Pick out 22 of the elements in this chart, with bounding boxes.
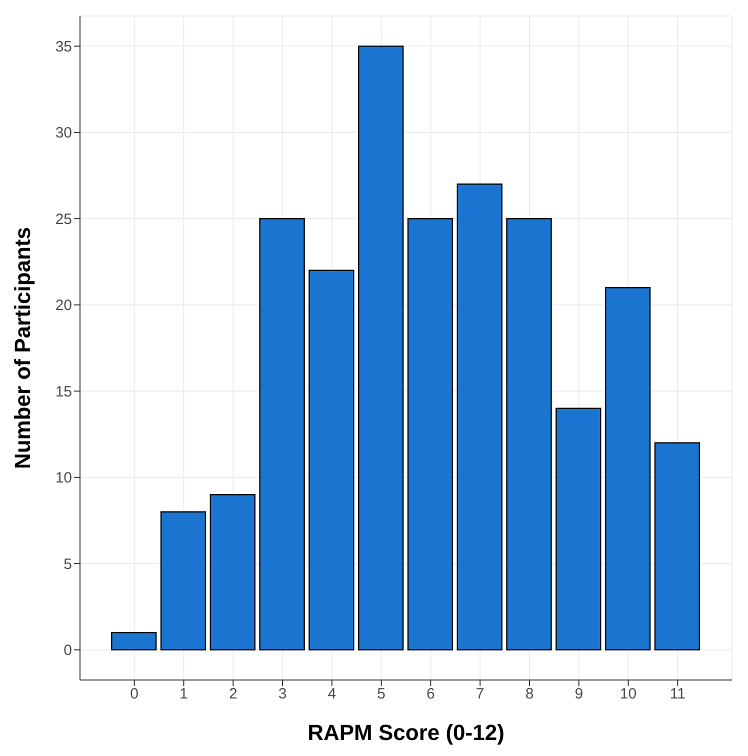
x-tick-label: 0 (130, 686, 139, 703)
y-tick-label: 0 (64, 642, 72, 660)
y-tick-label: 25 (55, 210, 72, 228)
x-tick-label: 4 (328, 686, 336, 703)
x-tick-label: 7 (476, 686, 484, 703)
x-tick-label: 5 (377, 686, 386, 703)
x-tick-label: 11 (670, 686, 686, 703)
x-tick-label: 6 (426, 686, 435, 703)
y-tick-label: 20 (55, 297, 72, 314)
x-tick-label: 9 (574, 686, 584, 703)
y-axis-title: Number of Participants (10, 226, 35, 470)
x-tick-label: 2 (228, 686, 238, 703)
y-tick-label: 5 (64, 556, 72, 573)
y-tick-label: 10 (55, 470, 72, 487)
x-axis-title: RAPM Score (0-12) (308, 720, 504, 745)
x-tick-label: 8 (525, 686, 534, 703)
x-tick-label: 3 (278, 686, 287, 703)
x-tick-label: 1 (180, 686, 188, 703)
y-tick-label: 30 (55, 124, 72, 142)
y-tick-label: 35 (55, 38, 72, 56)
x-tick-label: 10 (620, 686, 637, 703)
y-tick-label: 15 (55, 383, 72, 400)
